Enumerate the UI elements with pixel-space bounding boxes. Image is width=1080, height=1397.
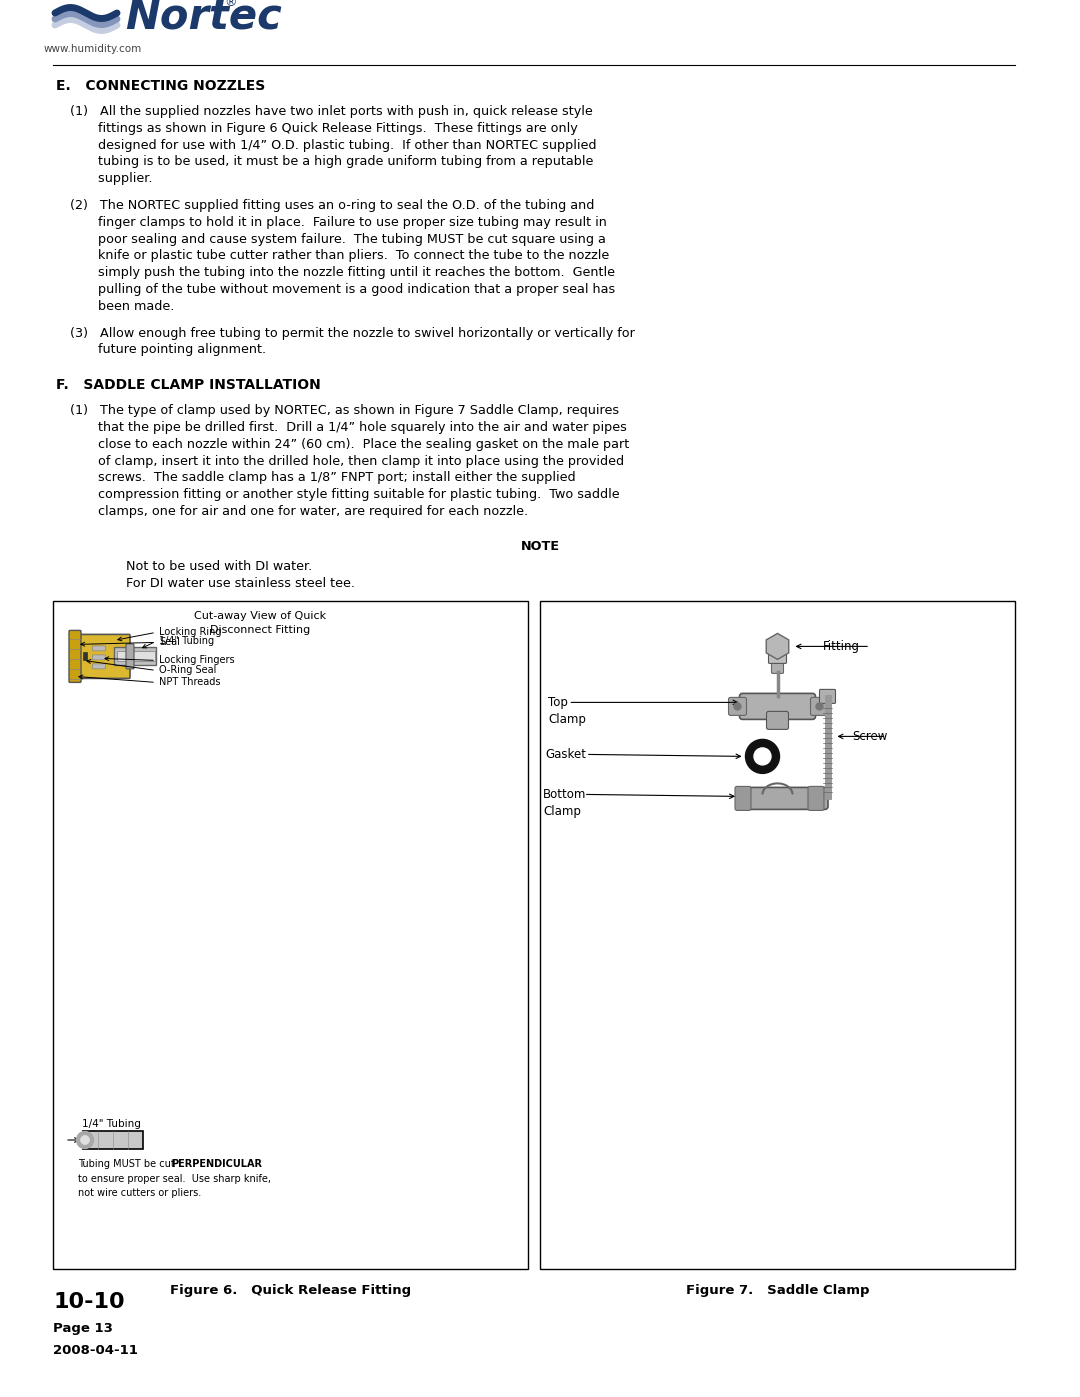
Circle shape	[81, 1136, 90, 1144]
FancyBboxPatch shape	[767, 711, 788, 729]
Bar	[53, 601, 528, 1268]
FancyBboxPatch shape	[83, 1132, 143, 1148]
Text: simply push the tubing into the nozzle fitting until it reaches the bottom.  Gen: simply push the tubing into the nozzle f…	[70, 267, 615, 279]
Text: Disconnect Fitting: Disconnect Fitting	[211, 626, 311, 636]
Circle shape	[77, 1132, 94, 1148]
Circle shape	[816, 703, 823, 710]
Text: (1)   The type of clamp used by NORTEC, as shown in Figure 7 Saddle Clamp, requi: (1) The type of clamp used by NORTEC, as…	[70, 404, 619, 418]
FancyBboxPatch shape	[126, 644, 134, 669]
Text: that the pipe be drilled first.  Drill a 1/4” hole squarely into the air and wat: that the pipe be drilled first. Drill a …	[70, 420, 626, 434]
Circle shape	[734, 703, 741, 710]
Text: finger clamps to hold it in place.  Failure to use proper size tubing may result: finger clamps to hold it in place. Failu…	[70, 215, 607, 229]
Text: supplier.: supplier.	[70, 172, 152, 186]
FancyBboxPatch shape	[117, 651, 156, 661]
Text: not wire cutters or pliers.: not wire cutters or pliers.	[78, 1187, 201, 1199]
Text: Tubing MUST be cut: Tubing MUST be cut	[78, 1160, 178, 1169]
FancyBboxPatch shape	[808, 787, 824, 810]
FancyBboxPatch shape	[737, 788, 828, 809]
FancyBboxPatch shape	[771, 654, 783, 673]
FancyBboxPatch shape	[70, 634, 130, 679]
Text: screws.  The saddle clamp has a 1/8” FNPT port; install either the supplied: screws. The saddle clamp has a 1/8” FNPT…	[70, 471, 576, 485]
FancyBboxPatch shape	[820, 689, 836, 704]
FancyBboxPatch shape	[810, 697, 828, 715]
Bar	[540, 601, 1015, 1268]
Text: (3)   Allow enough free tubing to permit the nozzle to swivel horizontally or ve: (3) Allow enough free tubing to permit t…	[70, 327, 635, 339]
Circle shape	[754, 747, 771, 766]
Text: Top: Top	[548, 696, 568, 708]
Text: Seal: Seal	[159, 637, 180, 647]
Text: 1/4" Tubing: 1/4" Tubing	[159, 637, 214, 647]
Text: Page 13: Page 13	[53, 1322, 113, 1336]
Text: PERPENDICULAR: PERPENDICULAR	[171, 1160, 262, 1169]
Text: compression fitting or another style fitting suitable for plastic tubing.  Two s: compression fitting or another style fit…	[70, 488, 620, 502]
Text: F.   SADDLE CLAMP INSTALLATION: F. SADDLE CLAMP INSTALLATION	[56, 379, 321, 393]
Text: Cut-away View of Quick: Cut-away View of Quick	[194, 612, 326, 622]
Text: 2008-04-11: 2008-04-11	[53, 1344, 138, 1356]
Text: poor sealing and cause system failure.  The tubing MUST be cut square using a: poor sealing and cause system failure. T…	[70, 232, 606, 246]
Text: For DI water use stainless steel tee.: For DI water use stainless steel tee.	[126, 577, 355, 590]
Text: E.   CONNECTING NOZZLES: E. CONNECTING NOZZLES	[56, 80, 266, 94]
FancyBboxPatch shape	[740, 693, 815, 719]
FancyBboxPatch shape	[93, 655, 106, 659]
Text: clamps, one for air and one for water, are required for each nozzle.: clamps, one for air and one for water, a…	[70, 504, 528, 518]
Text: www.humidity.com: www.humidity.com	[44, 43, 143, 54]
Text: pulling of the tube without movement is a good indication that a proper seal has: pulling of the tube without movement is …	[70, 284, 616, 296]
Text: Fitting: Fitting	[823, 640, 860, 652]
Text: NPT Threads: NPT Threads	[159, 678, 220, 687]
FancyBboxPatch shape	[93, 645, 106, 651]
Circle shape	[745, 739, 780, 774]
Text: O-Ring Seal: O-Ring Seal	[159, 665, 216, 675]
Text: Bottom: Bottom	[543, 788, 586, 800]
Text: Figure 6.   Quick Release Fitting: Figure 6. Quick Release Fitting	[170, 1284, 411, 1296]
Text: (1)   All the supplied nozzles have two inlet ports with push in, quick release : (1) All the supplied nozzles have two in…	[70, 105, 593, 117]
Text: knife or plastic tube cutter rather than pliers.  To connect the tube to the noz: knife or plastic tube cutter rather than…	[70, 250, 609, 263]
Text: Gasket: Gasket	[545, 747, 586, 761]
FancyBboxPatch shape	[729, 697, 746, 715]
Text: ®: ®	[225, 0, 237, 10]
Text: Figure 7.   Saddle Clamp: Figure 7. Saddle Clamp	[686, 1284, 869, 1296]
Text: Locking Fingers: Locking Fingers	[159, 655, 234, 665]
Text: been made.: been made.	[70, 300, 174, 313]
Text: Locking Ring: Locking Ring	[159, 627, 221, 637]
FancyBboxPatch shape	[735, 787, 751, 810]
Text: fittings as shown in Figure 6 Quick Release Fittings.  These fittings are only: fittings as shown in Figure 6 Quick Rele…	[70, 122, 578, 134]
Text: tubing is to be used, it must be a high grade uniform tubing from a reputable: tubing is to be used, it must be a high …	[70, 155, 593, 169]
Text: Clamp: Clamp	[548, 712, 585, 726]
Text: close to each nozzle within 24” (60 cm).  Place the sealing gasket on the male p: close to each nozzle within 24” (60 cm).…	[70, 437, 630, 451]
Text: of clamp, insert it into the drilled hole, then clamp it into place using the pr: of clamp, insert it into the drilled hol…	[70, 454, 624, 468]
Text: to ensure proper seal.  Use sharp knife,: to ensure proper seal. Use sharp knife,	[78, 1173, 271, 1183]
Text: Screw: Screw	[852, 729, 888, 743]
FancyBboxPatch shape	[69, 630, 81, 682]
Text: future pointing alignment.: future pointing alignment.	[70, 344, 266, 356]
Text: NOTE: NOTE	[521, 539, 559, 553]
FancyBboxPatch shape	[769, 651, 786, 664]
Text: designed for use with 1/4” O.D. plastic tubing.  If other than NORTEC supplied: designed for use with 1/4” O.D. plastic …	[70, 138, 596, 152]
Text: Nortec: Nortec	[125, 0, 282, 36]
Text: (2)   The NORTEC supplied fitting uses an o-ring to seal the O.D. of the tubing : (2) The NORTEC supplied fitting uses an …	[70, 198, 594, 212]
FancyBboxPatch shape	[83, 652, 87, 661]
FancyBboxPatch shape	[114, 647, 156, 665]
Text: 1/4" Tubing: 1/4" Tubing	[82, 1119, 140, 1129]
Text: Not to be used with DI water.: Not to be used with DI water.	[126, 560, 312, 573]
FancyBboxPatch shape	[93, 664, 106, 669]
Text: 10-10: 10-10	[53, 1292, 124, 1312]
Polygon shape	[766, 633, 788, 659]
Text: Clamp: Clamp	[543, 805, 581, 817]
